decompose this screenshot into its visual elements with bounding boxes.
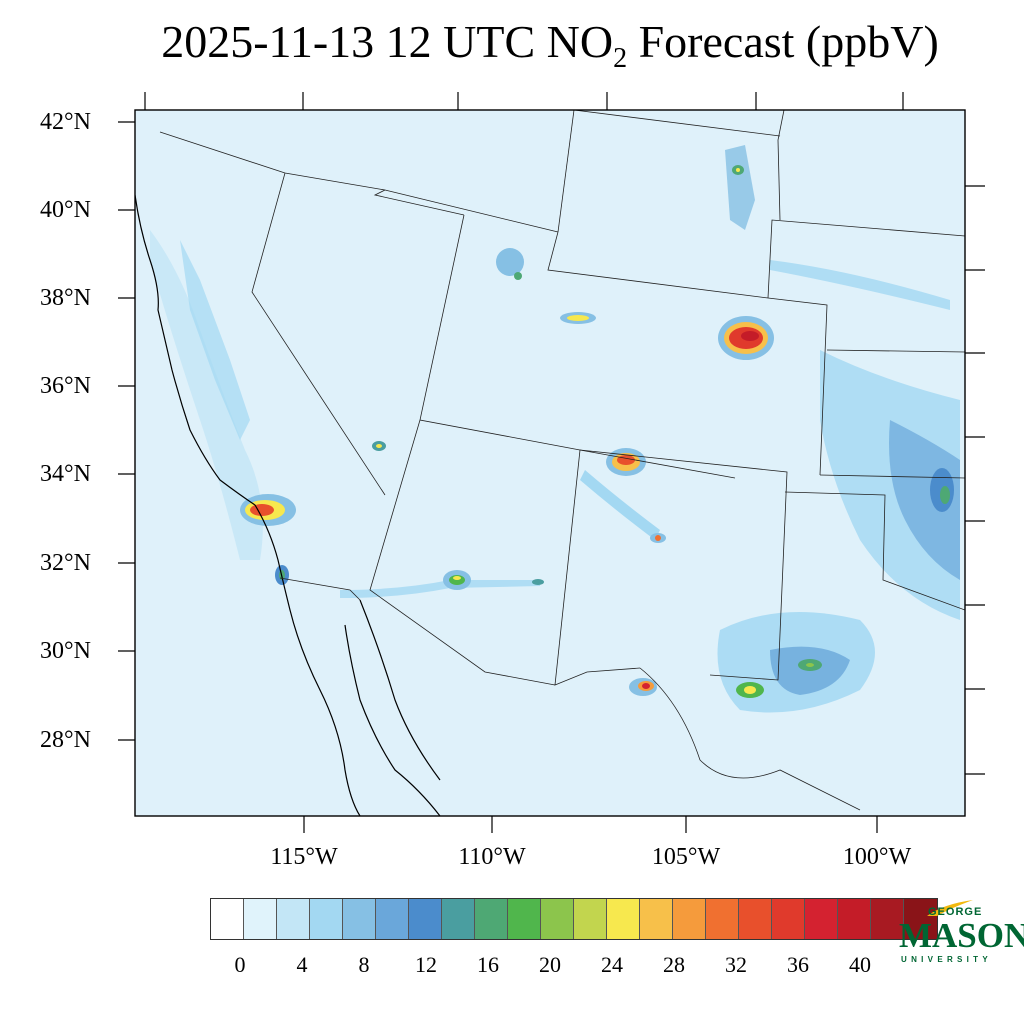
lat-label-40n: 40°N [40, 197, 91, 223]
colorbar-label-20: 20 [539, 952, 561, 977]
colorbar-swatch-8 [475, 899, 508, 939]
map-frame [134, 109, 966, 817]
colorbar-swatch-7 [442, 899, 475, 939]
east-plains-plume [820, 350, 960, 620]
lon-label-115w: 115°W [270, 844, 338, 870]
colorbar-swatch-21 [904, 899, 937, 939]
colorbar-label-0: 0 [234, 952, 246, 977]
lat-label-32n: 32°N [40, 550, 91, 576]
lat-label-28n: 28°N [40, 727, 91, 753]
plains-streaks [770, 260, 950, 310]
denver-hotspot [718, 316, 774, 360]
george-mason-logo: GEORGE MASON UNIVERSITY [895, 898, 1024, 968]
map-title: 2025-11-13 12 UTC NO2 Forecast (ppbV) [0, 12, 1024, 79]
logo-swoosh-icon [927, 900, 973, 916]
coastline [135, 194, 441, 816]
phoenix-hotspot [443, 570, 471, 590]
state-boundaries [159, 110, 965, 811]
wyoming-hotspot [732, 165, 744, 175]
lat-label-42n: 42°N [40, 109, 91, 135]
lon-label-110w: 110°W [458, 844, 526, 870]
colorbar-swatch-19 [838, 899, 871, 939]
colorbar-label-8: 8 [358, 952, 370, 977]
central-valley-plume [180, 240, 250, 440]
colorbar-label-12: 12 [415, 952, 437, 977]
colorbar-swatch-4 [343, 899, 376, 939]
colorbar-label-16: 16 [477, 952, 499, 977]
lat-label-34n: 34°N [40, 461, 91, 487]
coastal-plume [150, 230, 263, 560]
logo-line-mason: MASON [899, 916, 1024, 955]
i10-streak [340, 580, 540, 598]
colorbar-swatch-18 [805, 899, 838, 939]
colorbar-swatch-17 [772, 899, 805, 939]
el-paso-hotspot [629, 678, 657, 696]
colorbar-label-40: 40 [849, 952, 871, 977]
tick-marks [118, 92, 985, 833]
albuquerque-hotspot [606, 448, 646, 476]
colorbar-swatch-14 [673, 899, 706, 939]
colorbar [210, 898, 938, 940]
title-subscript: 2 [613, 43, 628, 74]
colorbar-swatch-13 [640, 899, 673, 939]
lat-label-38n: 38°N [40, 285, 91, 311]
colorbar-swatch-5 [376, 899, 409, 939]
tucson-hotspot [532, 579, 544, 585]
colorbar-swatch-16 [739, 899, 772, 939]
colorbar-label-24: 24 [601, 952, 623, 977]
lat-label-36n: 36°N [40, 373, 91, 399]
colorbar-swatch-3 [310, 899, 343, 939]
colorbar-swatch-11 [574, 899, 607, 939]
odessa-hotspot [736, 659, 822, 698]
utah-lake-hotspot [496, 248, 524, 280]
lon-label-100w: 100°W [842, 844, 912, 870]
salt-lake-hotspot [560, 312, 596, 324]
logo-line-george: GEORGE [928, 906, 983, 918]
colorbar-swatch-9 [508, 899, 541, 939]
grand-junction-hotspot [650, 533, 666, 543]
los-angeles-hotspot [240, 494, 296, 526]
logo-line-university: UNIVERSITY [901, 955, 993, 964]
east-plains-core [889, 420, 960, 580]
lon-label-105w: 105°W [651, 844, 721, 870]
east-texas-hotspot [930, 468, 954, 512]
title-main: 2025-11-13 12 UTC NO [161, 16, 614, 67]
rio-grande-streak [580, 470, 660, 540]
colorbar-swatch-15 [706, 899, 739, 939]
colorbar-label-32: 32 [725, 952, 747, 977]
las-vegas-hotspot [372, 441, 386, 451]
wyoming-plume [725, 145, 755, 230]
colorbar-swatch-2 [277, 899, 310, 939]
colorbar-label-4: 4 [296, 952, 308, 977]
colorbar-swatch-6 [409, 899, 442, 939]
colorbar-swatch-1 [244, 899, 277, 939]
colorbar-swatch-20 [871, 899, 904, 939]
colorbar-label-28: 28 [663, 952, 685, 977]
colorbar-swatch-12 [607, 899, 640, 939]
colorbar-label-36: 36 [787, 952, 809, 977]
title-rest: Forecast (ppbV) [627, 16, 939, 67]
colorbar-swatch-10 [541, 899, 574, 939]
colorbar-swatch-0 [211, 899, 244, 939]
lat-label-30n: 30°N [40, 638, 91, 664]
